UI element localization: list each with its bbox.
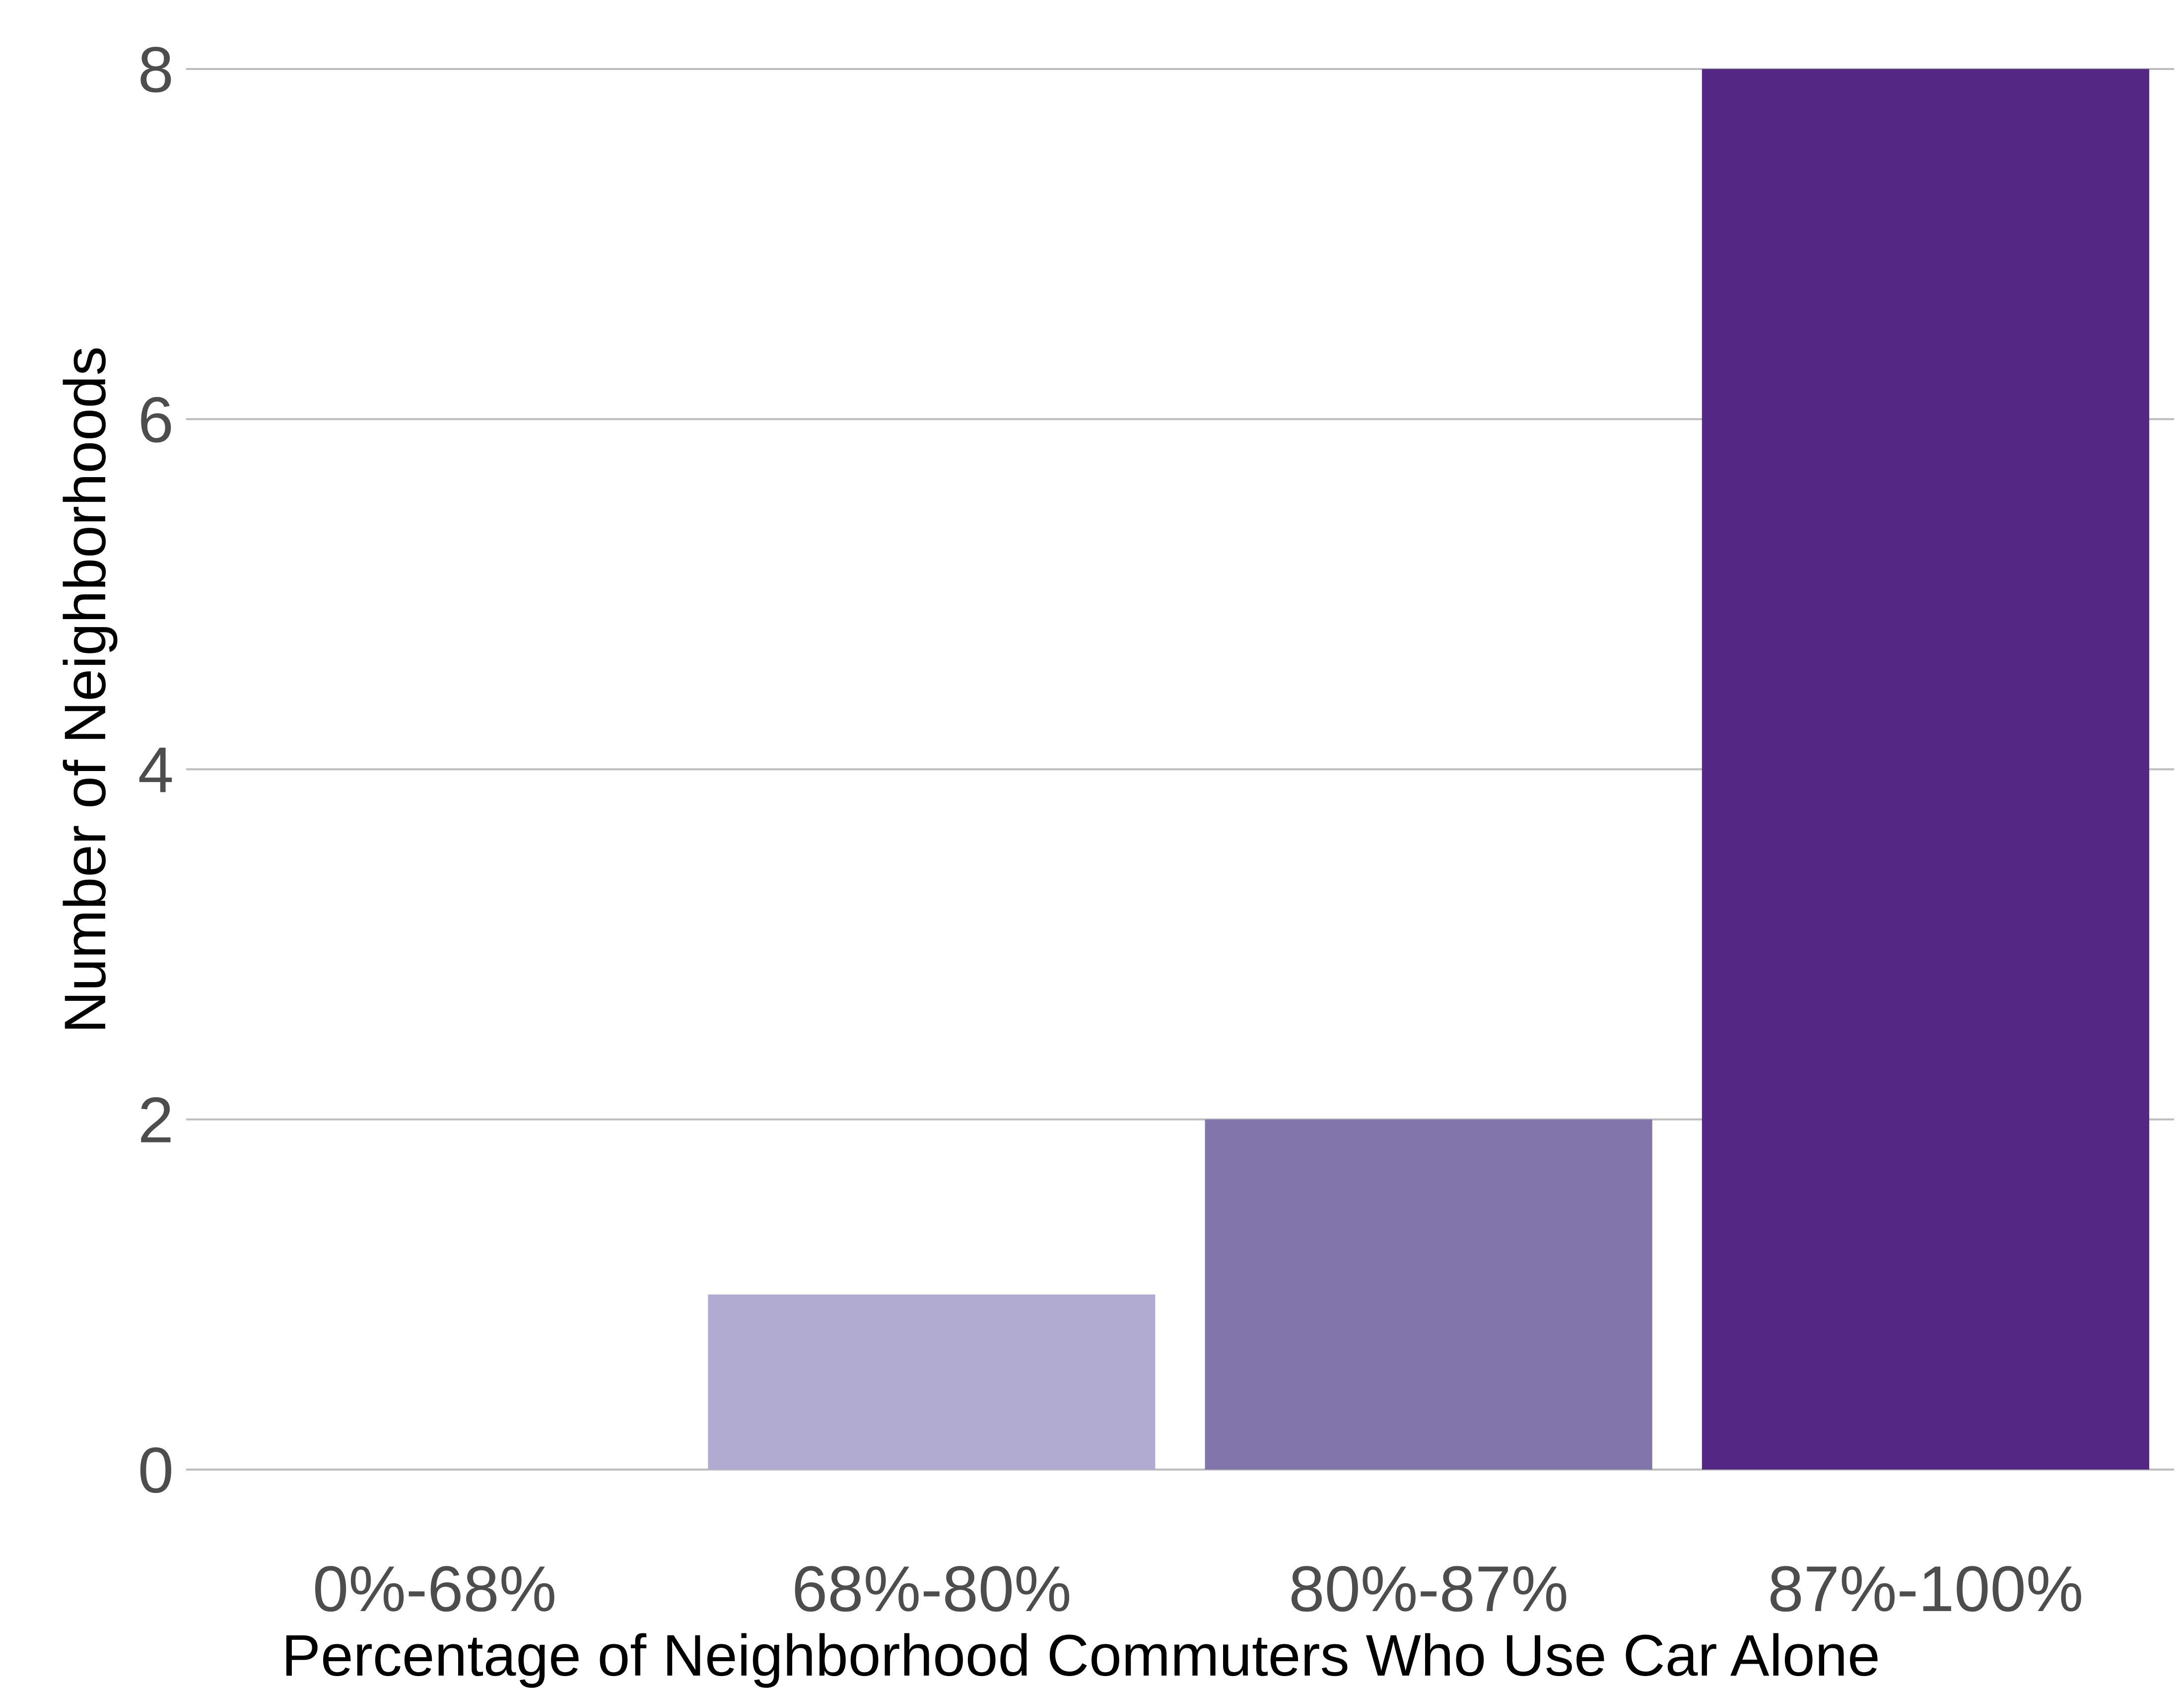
y-tick-label: 6	[138, 383, 174, 456]
x-tick-label: 68%-80%	[792, 1552, 1072, 1625]
bars	[708, 69, 2149, 1470]
x-tick-label: 0%-68%	[313, 1552, 556, 1625]
y-tick-label: 2	[138, 1084, 174, 1156]
y-tick-label: 0	[138, 1434, 174, 1506]
x-axis-title: Percentage of Neighborhood Commuters Who…	[281, 1623, 1880, 1688]
bar	[1702, 69, 2149, 1470]
y-tick-label: 4	[138, 734, 174, 806]
bar	[1205, 1119, 1652, 1470]
y-axis-title: Number of Neighborhoods	[53, 346, 118, 1033]
x-tick-labels: 0%-68% 68%-80% 80%-87% 87%-100%	[313, 1552, 2083, 1625]
y-tick-label: 8	[138, 33, 174, 106]
x-tick-label: 87%-100%	[1768, 1552, 2083, 1625]
x-tick-label: 80%-87%	[1289, 1552, 1569, 1625]
y-tick-labels: 0 2 4 6 8	[138, 33, 174, 1506]
bar	[708, 1294, 1156, 1470]
